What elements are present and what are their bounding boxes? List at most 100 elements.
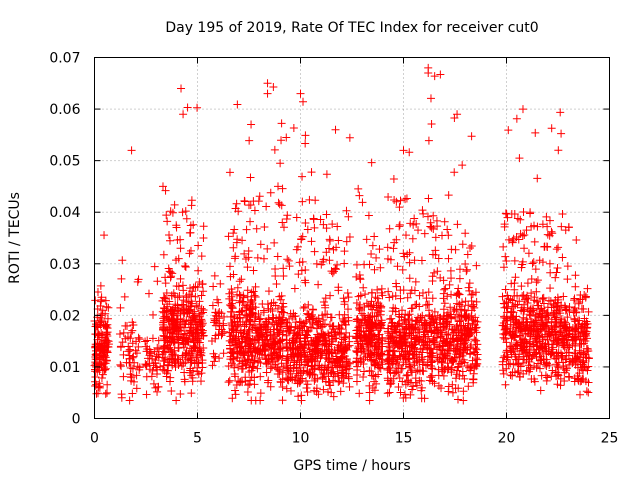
- data-point: [360, 367, 369, 376]
- data-point: [282, 331, 291, 340]
- data-point: [508, 238, 517, 247]
- data-point: [546, 268, 555, 277]
- data-point: [269, 82, 278, 91]
- data-point: [282, 214, 291, 223]
- data-point: [126, 345, 135, 354]
- data-point: [174, 360, 183, 369]
- data-point: [240, 196, 249, 205]
- data-point: [165, 297, 174, 306]
- data-point: [428, 371, 437, 380]
- data-point: [395, 222, 404, 231]
- data-point: [439, 322, 448, 331]
- data-point: [530, 362, 539, 371]
- data-point: [426, 94, 435, 103]
- data-point: [584, 388, 593, 397]
- data-point: [237, 307, 246, 316]
- data-point: [466, 366, 475, 375]
- data-point: [552, 368, 561, 377]
- data-point: [227, 301, 236, 310]
- data-point: [329, 376, 338, 385]
- data-point: [238, 236, 247, 245]
- data-point: [367, 318, 376, 327]
- data-point: [103, 380, 112, 389]
- data-point: [264, 287, 273, 296]
- data-point: [354, 184, 363, 193]
- data-point: [192, 353, 201, 362]
- data-point: [557, 129, 566, 138]
- data-point: [194, 303, 203, 312]
- data-point: [427, 223, 436, 232]
- data-point: [554, 243, 563, 252]
- data-point: [321, 294, 330, 303]
- data-point: [366, 346, 375, 355]
- data-point: [545, 231, 554, 240]
- data-point: [218, 329, 227, 338]
- y-tick-labels: 0 0.01 0.02 0.03 0.04 0.05 0.06 0.07: [49, 51, 80, 428]
- data-point: [210, 271, 219, 280]
- data-point: [464, 314, 473, 323]
- data-point: [453, 220, 462, 229]
- data-point: [307, 168, 316, 177]
- data-point: [396, 330, 405, 339]
- data-point: [262, 332, 271, 341]
- data-point: [249, 287, 258, 296]
- data-point: [540, 330, 549, 339]
- data-point: [303, 352, 312, 361]
- data-point: [215, 354, 224, 363]
- data-point: [322, 248, 331, 257]
- data-point: [142, 362, 151, 371]
- data-point: [164, 307, 173, 316]
- data-point: [142, 390, 151, 399]
- data-point: [547, 227, 556, 236]
- data-point: [282, 133, 291, 142]
- data-point: [396, 339, 405, 348]
- data-point: [408, 354, 417, 363]
- y-tick-label: 0.03: [49, 257, 80, 273]
- data-point: [245, 136, 254, 145]
- data-point: [395, 203, 404, 212]
- data-point: [270, 238, 279, 247]
- data-point: [549, 351, 558, 360]
- data-point: [120, 292, 129, 301]
- data-point: [301, 219, 310, 227]
- data-point: [471, 324, 480, 333]
- data-point: [503, 304, 512, 313]
- data-point: [540, 242, 549, 251]
- data-point: [160, 332, 169, 341]
- data-point: [354, 342, 363, 351]
- data-point: [263, 336, 272, 345]
- data-point: [523, 298, 532, 307]
- data-point: [339, 335, 348, 344]
- data-point: [303, 225, 312, 234]
- data-point: [322, 224, 331, 233]
- data-point: [448, 380, 457, 389]
- data-point: [266, 188, 275, 197]
- data-point: [300, 302, 309, 311]
- data-point: [291, 318, 300, 327]
- data-point: [319, 385, 328, 394]
- data-point: [208, 361, 217, 370]
- data-point: [232, 333, 241, 342]
- x-tick-labels: 0 5 10 15 20 25: [90, 431, 618, 447]
- data-point: [467, 290, 476, 299]
- data-point: [384, 193, 393, 202]
- data-point: [514, 366, 523, 375]
- data-point: [278, 313, 287, 322]
- data-point: [98, 330, 107, 339]
- data-point: [172, 223, 181, 232]
- data-point: [278, 396, 287, 405]
- data-point: [418, 360, 427, 369]
- data-point: [168, 322, 177, 331]
- data-point: [259, 308, 268, 317]
- data-point: [514, 235, 523, 244]
- data-point: [102, 347, 111, 356]
- data-point: [318, 375, 327, 384]
- data-point: [296, 89, 305, 98]
- data-point: [436, 70, 445, 79]
- data-point: [450, 353, 459, 362]
- data-point: [179, 359, 188, 368]
- data-point: [256, 314, 265, 323]
- data-point: [172, 318, 181, 327]
- data-point: [260, 223, 269, 232]
- data-point: [439, 371, 448, 380]
